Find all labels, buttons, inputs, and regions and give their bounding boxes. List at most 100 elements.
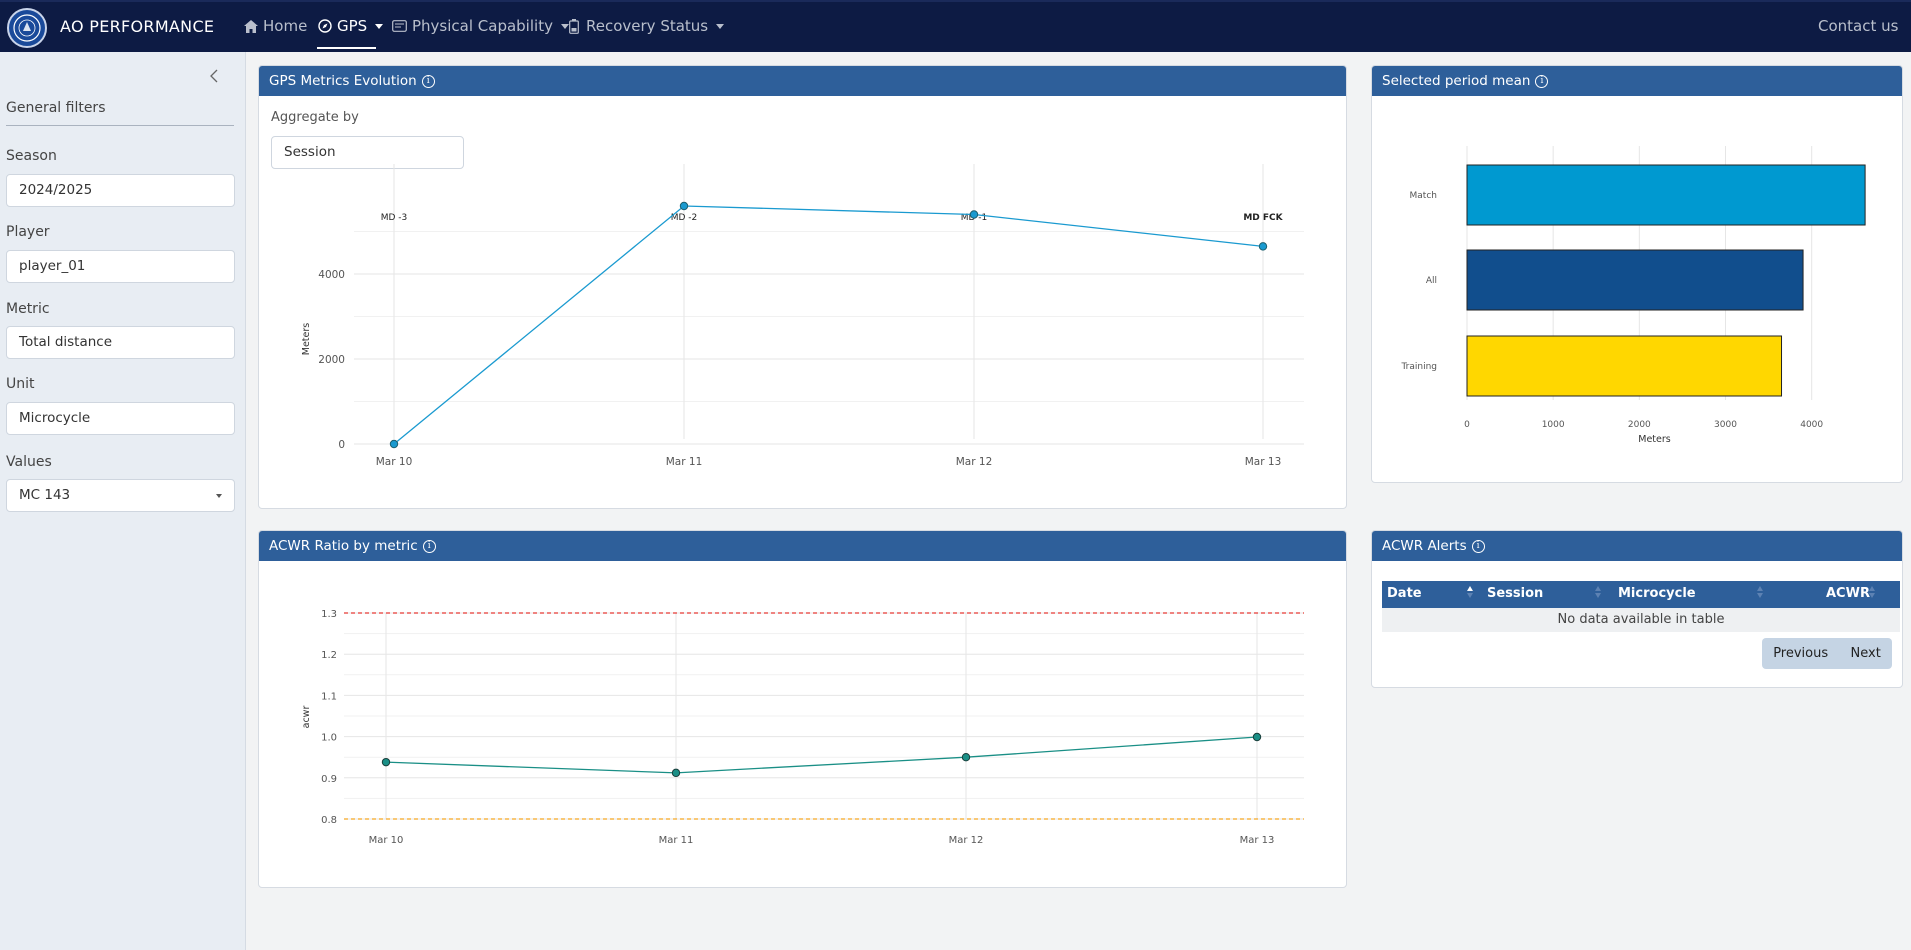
period-mean-title: Selected period mean <box>1382 73 1531 89</box>
microcycle-day-label: MD FCK <box>1243 213 1283 223</box>
microcycle-day-label: MD -1 <box>961 213 988 223</box>
x-tick-label: Mar 13 <box>1240 835 1275 846</box>
info-icon[interactable]: i <box>422 539 436 553</box>
data-point <box>679 201 689 211</box>
data-point <box>671 768 681 778</box>
season-input[interactable]: 2024/2025 <box>6 174 235 207</box>
gps-metrics-card: GPS Metrics Evolution i Aggregate by Ses… <box>258 65 1347 509</box>
previous-button[interactable]: Previous <box>1773 646 1829 661</box>
chevron-down-icon <box>716 23 725 29</box>
col-date[interactable]: Date <box>1387 586 1422 601</box>
data-point <box>1252 732 1262 742</box>
col-session[interactable]: Session <box>1487 586 1544 601</box>
x-tick-label: Mar 11 <box>666 456 703 468</box>
x-tick-label: 4000 <box>1800 420 1823 430</box>
sidebar-heading: General filters <box>6 100 106 116</box>
x-tick-label: 1000 <box>1542 420 1565 430</box>
info-icon[interactable]: i <box>1535 74 1549 88</box>
x-axis-title: Meters <box>1638 434 1671 445</box>
microcycle-day-label: MD -2 <box>671 213 698 223</box>
col-acwr[interactable]: ACWR <box>1826 586 1870 601</box>
x-tick-label: 0 <box>1464 420 1470 430</box>
y-tick-label: 2000 <box>318 354 345 366</box>
col-microcycle[interactable]: Microcycle <box>1618 586 1696 601</box>
bar <box>1466 164 1866 226</box>
sort-icon[interactable] <box>1868 585 1876 599</box>
x-tick-label: Mar 12 <box>956 456 993 468</box>
values-select-value: MC 143 <box>19 487 71 503</box>
y-tick-label: Training <box>1400 362 1437 372</box>
chevron-left-icon <box>210 69 218 83</box>
nav-home[interactable]: Home <box>243 17 307 35</box>
sort-icon[interactable] <box>1594 585 1602 599</box>
info-icon[interactable]: i <box>421 74 435 88</box>
y-tick-label: 1.2 <box>321 650 337 661</box>
acwr-alerts-title: ACWR Alerts <box>1382 538 1467 554</box>
sort-icon[interactable] <box>1756 585 1764 599</box>
x-tick-label: Mar 12 <box>949 835 984 846</box>
home-icon <box>243 19 258 34</box>
x-tick-label: 2000 <box>1628 420 1651 430</box>
player-label: Player <box>6 224 50 240</box>
acwr-ratio-header: ACWR Ratio by metric i <box>259 531 1346 561</box>
compass-icon <box>317 19 332 34</box>
info-icon[interactable]: i <box>1471 539 1485 553</box>
series-line <box>393 205 1264 445</box>
sort-asc-icon[interactable] <box>1466 585 1474 599</box>
acwr-alerts-card: ACWR Alerts i Date Session Microcycle AC… <box>1371 530 1903 688</box>
acwr-ratio-title: ACWR Ratio by metric <box>269 538 418 554</box>
x-tick-label: Mar 10 <box>376 456 413 468</box>
unit-input[interactable]: Microcycle <box>6 402 235 435</box>
club-logo-icon[interactable] <box>7 8 47 48</box>
nav-gps-label: GPS <box>337 17 368 35</box>
acwr-ratio-card: ACWR Ratio by metric i 0.8 0.9 1.0 1.1 1.2 1.… <box>258 530 1347 888</box>
y-tick-label: 0 <box>338 439 345 451</box>
data-point <box>389 439 399 449</box>
alerts-pagination: Previous Next <box>1762 638 1892 669</box>
player-input[interactable]: player_01 <box>6 250 235 283</box>
nav-recovery-status-label: Recovery Status <box>586 17 709 35</box>
microcycle-day-label: MD -3 <box>381 213 408 223</box>
data-point <box>969 210 979 219</box>
y-tick-label: Match <box>1410 191 1437 201</box>
aggregate-by-select[interactable]: Session <box>271 136 464 169</box>
alerts-table-empty-row: No data available in table <box>1382 608 1900 632</box>
y-tick-label: 0.9 <box>321 774 337 785</box>
next-button[interactable]: Next <box>1850 646 1881 661</box>
acwr-alerts-header: ACWR Alerts i <box>1372 531 1902 561</box>
aggregate-by-label: Aggregate by <box>271 110 359 125</box>
chevron-down-icon <box>375 23 384 29</box>
nav-recovery-status[interactable]: Recovery Status <box>566 17 725 35</box>
y-axis-title: Meters <box>301 323 312 356</box>
values-select[interactable]: MC 143 <box>6 479 235 512</box>
gps-metrics-title: GPS Metrics Evolution <box>269 73 417 89</box>
metric-input[interactable]: Total distance <box>6 326 235 359</box>
period-mean-header: Selected period mean i <box>1372 66 1902 96</box>
acwr-line-chart: 0.8 0.9 1.0 1.1 1.2 1.3 Mar 10 Mar 11 Mar 12 Mar … <box>301 609 1304 846</box>
y-axis-title: acwr <box>301 706 312 729</box>
caret-down-icon <box>216 494 222 498</box>
bar <box>1466 249 1804 311</box>
x-tick-label: Mar 11 <box>659 835 694 846</box>
sidebar: General filters Season 2024/2025 Player … <box>0 52 246 950</box>
nav-gps[interactable]: GPS <box>317 17 384 35</box>
nav-home-label: Home <box>263 17 308 35</box>
top-navbar: AO PERFORMANCE Home GPS Physical Capabil… <box>0 0 1911 52</box>
data-point <box>381 757 391 767</box>
bar <box>1466 335 1783 397</box>
x-tick-label: Mar 10 <box>369 835 404 846</box>
x-tick-label: 3000 <box>1714 420 1737 430</box>
period-mean-card: Selected period mean i 0 1000 2000 3000 4000… <box>1371 65 1903 483</box>
brand-title[interactable]: AO PERFORMANCE <box>60 17 215 36</box>
metric-label: Metric <box>6 301 50 317</box>
y-tick-label: 4000 <box>318 269 345 281</box>
values-label: Values <box>6 454 52 470</box>
gps-line-chart: 0 2000 4000 Mar 10 MD -3 Mar 11 MD -2 Mar 12 MD … <box>301 164 1304 468</box>
chevron-down-icon <box>560 23 569 29</box>
data-point <box>1258 242 1268 251</box>
nav-contact-us[interactable]: Contact us <box>1818 17 1898 35</box>
y-tick-label: 0.8 <box>321 815 337 826</box>
nav-physical-capability[interactable]: Physical Capability <box>392 17 569 35</box>
collapse-sidebar-button[interactable] <box>207 68 221 84</box>
id-card-icon <box>392 19 407 34</box>
